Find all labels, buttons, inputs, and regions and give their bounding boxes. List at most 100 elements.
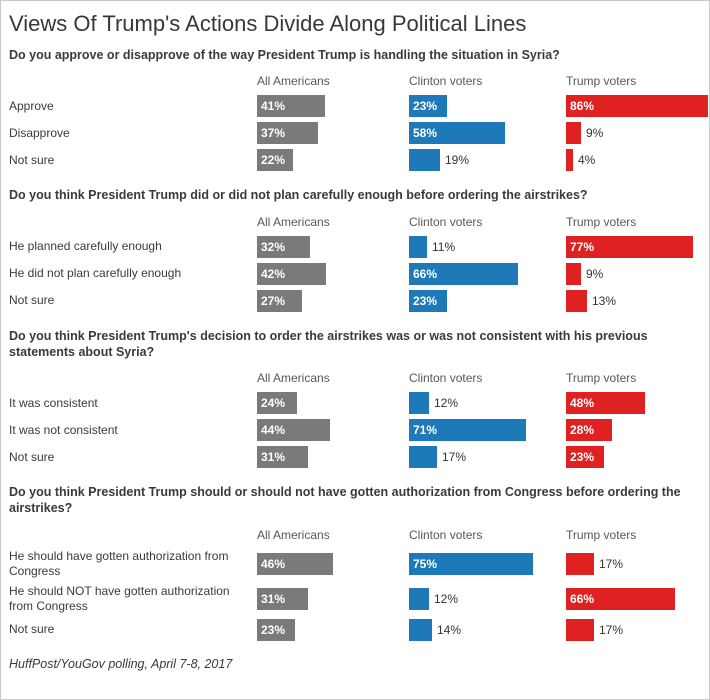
bar-value: 24%: [261, 396, 286, 410]
bar-clinton-voters: [409, 235, 427, 258]
bar-all-americans: 44%: [257, 419, 330, 441]
chart-section-2: Do you think President Trump did or did …: [9, 187, 709, 312]
row-label: It was not consistent: [9, 422, 118, 437]
bar-value: 23%: [413, 293, 438, 308]
bar-value: 23%: [261, 622, 286, 637]
chart-section-4: Do you think President Trump should or s…: [9, 484, 709, 641]
question-1: Do you approve or disapprove of the way …: [9, 48, 560, 62]
bar-trump-voters: [566, 122, 581, 145]
bar-value: 17%: [599, 622, 624, 637]
column-header-all-americans: All Americans: [257, 214, 330, 229]
charts-container: Do you approve or disapprove of the way …: [9, 47, 709, 641]
row-label: Not sure: [9, 293, 55, 307]
bar-all-americans: 42%: [257, 262, 326, 285]
bar-value: 12%: [434, 396, 459, 410]
bar-value: 66%: [413, 266, 438, 281]
chart-section-1: Do you approve or disapprove of the way …: [9, 47, 709, 172]
row-label: It was consistent: [9, 395, 98, 410]
bar-clinton-voters: [409, 446, 437, 468]
chart-section-3: Do you think President Trump's decision …: [9, 328, 709, 468]
bar-clinton-voters: [409, 149, 440, 172]
bar-clinton-voters: 75%: [409, 552, 533, 575]
bar-cell-trump-voters: 9%: [566, 122, 709, 145]
column-header-row: All Americans Clinton voters Trump voters: [9, 528, 709, 542]
bar-cell-trump-voters: 9%: [566, 262, 709, 285]
bar-cell-clinton-voters: 66%: [409, 262, 566, 285]
bar-cell-trump-voters: 48%: [566, 392, 709, 414]
bar-value: 9%: [586, 266, 604, 281]
bar-value: 23%: [570, 450, 595, 464]
row-label: Disapprove: [9, 125, 70, 140]
bar-cell-all-americans: 31%: [257, 587, 409, 610]
row-label: He did not plan carefully enough: [9, 266, 182, 280]
bar-cell-trump-voters: 17%: [566, 618, 709, 641]
bar-all-americans: 24%: [257, 392, 297, 414]
bar-value: 22%: [261, 153, 286, 168]
bar-trump-voters: [566, 618, 594, 641]
chart-row-it-was-consistent: It was consistent 24% 12% 48%: [9, 392, 709, 414]
row-label: He should have gotten authorization from…: [9, 548, 229, 578]
bar-cell-all-americans: 23%: [257, 618, 409, 641]
bar-value: 14%: [437, 622, 462, 637]
bar-trump-voters: [566, 149, 573, 172]
chart-row-he-did-not-plan-carefully-enough: He did not plan carefully enough 42% 66% 9%: [9, 262, 709, 285]
bar-cell-clinton-voters: 58%: [409, 122, 566, 145]
bar-cell-clinton-voters: 11%: [409, 235, 566, 258]
bar-value: 71%: [413, 423, 438, 437]
bar-value: 4%: [578, 153, 596, 168]
bar-cell-clinton-voters: 12%: [409, 392, 566, 414]
column-header-row: All Americans Clinton voters Trump voters: [9, 74, 709, 88]
bar-value: 27%: [261, 293, 286, 308]
bar-cell-trump-voters: 28%: [566, 419, 709, 441]
bar-value: 17%: [599, 556, 624, 571]
column-header-all-americans: All Americans: [257, 371, 330, 385]
chart-row-not-sure: Not sure 27% 23% 13%: [9, 289, 709, 312]
bar-cell-clinton-voters: 14%: [409, 618, 566, 641]
column-header-clinton-voters: Clinton voters: [409, 371, 483, 385]
bar-value: 31%: [261, 450, 286, 464]
bar-cell-all-americans: 46%: [257, 552, 409, 575]
bar-cell-clinton-voters: 23%: [409, 95, 566, 118]
bar-trump-voters: 48%: [566, 392, 645, 414]
bar-value: 77%: [570, 239, 595, 254]
chart-row-not-sure: Not sure 23% 14% 17%: [9, 618, 709, 641]
bar-cell-clinton-voters: 71%: [409, 419, 566, 441]
bar-cell-all-americans: 44%: [257, 419, 409, 441]
bar-all-americans: 31%: [257, 587, 308, 610]
bar-all-americans: 31%: [257, 446, 308, 468]
bar-cell-all-americans: 32%: [257, 235, 409, 258]
bar-cell-all-americans: 22%: [257, 149, 409, 172]
bar-value: 12%: [434, 591, 459, 606]
bar-value: 23%: [413, 99, 438, 114]
bar-cell-all-americans: 42%: [257, 262, 409, 285]
bar-trump-voters: 86%: [566, 95, 708, 118]
question-2: Do you think President Trump did or did …: [9, 188, 588, 203]
chart-row-he-should-have-gotten-authorization-from-congress: He should have gotten authorization from…: [9, 549, 709, 579]
column-header-trump-voters: Trump voters: [566, 527, 637, 542]
bar-all-americans: 22%: [257, 149, 293, 172]
bar-value: 86%: [570, 99, 595, 114]
chart-row-he-planned-carefully-enough: He planned carefully enough 32% 11% 77%: [9, 235, 709, 258]
bar-clinton-voters: 23%: [409, 95, 447, 118]
chart-row-he-should-not-have-gotten-authorization-from-congress: He should NOT have gotten authorization …: [9, 584, 709, 614]
page-title: Views Of Trump's Actions Divide Along Po…: [9, 11, 527, 36]
row-label: He planned carefully enough: [9, 239, 162, 253]
column-header-clinton-voters: Clinton voters: [409, 527, 483, 542]
bar-value: 44%: [261, 423, 286, 437]
column-header-trump-voters: Trump voters: [566, 74, 637, 89]
bar-value: 9%: [586, 126, 604, 141]
chart-row-not-sure: Not sure 31% 17% 23%: [9, 446, 709, 468]
bar-value: 58%: [413, 126, 438, 141]
bar-value: 32%: [261, 239, 286, 254]
bar-cell-clinton-voters: 23%: [409, 289, 566, 312]
column-header-row: All Americans Clinton voters Trump voters: [9, 215, 709, 229]
column-header-clinton-voters: Clinton voters: [409, 214, 483, 229]
row-label: Not sure: [9, 152, 55, 167]
bar-value: 17%: [442, 450, 467, 464]
bar-value: 13%: [592, 293, 617, 308]
bar-cell-all-americans: 24%: [257, 392, 409, 414]
column-header-trump-voters: Trump voters: [566, 371, 637, 385]
column-header-row: All Americans Clinton voters Trump voters: [9, 371, 709, 385]
bar-cell-all-americans: 31%: [257, 446, 409, 468]
